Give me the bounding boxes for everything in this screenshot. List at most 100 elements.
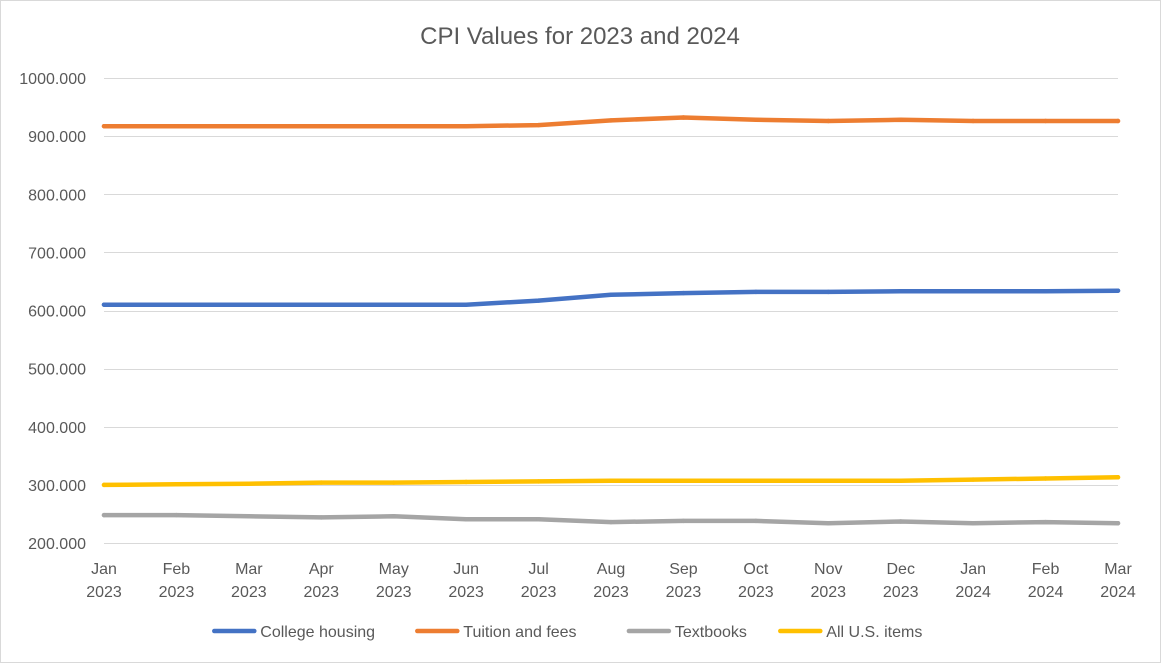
x-tick-label-year: 2023 bbox=[593, 584, 629, 601]
data-point bbox=[681, 478, 686, 483]
data-point bbox=[101, 302, 107, 307]
data-point bbox=[826, 478, 831, 483]
y-tick-label: 800.000 bbox=[28, 187, 86, 204]
x-tick-label-year: 2023 bbox=[738, 584, 774, 601]
data-point bbox=[174, 512, 179, 518]
y-tick-label: 900.000 bbox=[28, 129, 86, 146]
data-point bbox=[826, 289, 831, 295]
x-tick-label-year: 2023 bbox=[303, 584, 339, 601]
data-point bbox=[463, 517, 469, 522]
x-tick-label-year: 2023 bbox=[666, 584, 702, 601]
x-axis-tick-labels: Jan 2023 Feb 2023 Mar 2023 Apr 2023 May 2023 Jun 20… bbox=[86, 561, 1136, 601]
data-point bbox=[319, 302, 324, 307]
x-tick-label-month: Dec bbox=[886, 561, 914, 578]
x-tick-label-month: Nov bbox=[814, 561, 842, 578]
data-point bbox=[1043, 118, 1048, 124]
data-point bbox=[536, 479, 541, 484]
x-tick-label-year: 2024 bbox=[1100, 584, 1136, 601]
data-point bbox=[246, 481, 252, 486]
legend-label: All U.S. items bbox=[826, 624, 922, 641]
x-tick-label-year: 2023 bbox=[448, 584, 484, 601]
x-tick-label-year: 2023 bbox=[810, 584, 846, 601]
legend-item-textbooks: Textbooks bbox=[626, 624, 747, 641]
series-tuition-and-fees bbox=[101, 115, 1121, 129]
x-tick-label-month: Feb bbox=[163, 561, 191, 578]
x-tick-label-month: May bbox=[379, 561, 409, 578]
x-tick-label-year: 2023 bbox=[376, 584, 412, 601]
data-point bbox=[463, 124, 469, 129]
data-point bbox=[174, 482, 179, 487]
y-tick-label: 700.000 bbox=[28, 245, 86, 262]
y-tick-label: 400.000 bbox=[28, 420, 86, 437]
data-point bbox=[1115, 288, 1121, 293]
data-point bbox=[970, 521, 976, 526]
data-point bbox=[898, 519, 903, 524]
data-point bbox=[753, 518, 759, 524]
y-tick-label: 300.000 bbox=[28, 478, 86, 495]
y-tick-label: 1000.000 bbox=[19, 71, 86, 88]
x-tick-label-month: Oct bbox=[743, 561, 768, 578]
legend-label: Textbooks bbox=[675, 624, 747, 641]
series-lines bbox=[101, 115, 1121, 526]
data-point bbox=[391, 480, 396, 485]
data-point bbox=[1115, 521, 1121, 526]
x-tick-label-month: Aug bbox=[597, 561, 625, 578]
data-point bbox=[898, 289, 903, 294]
data-point bbox=[681, 115, 686, 120]
gridlines bbox=[104, 78, 1118, 544]
data-point bbox=[1043, 476, 1048, 481]
data-point bbox=[463, 302, 469, 307]
x-tick-label-month: Mar bbox=[1104, 561, 1132, 578]
data-point bbox=[246, 302, 252, 307]
legend-item-college-housing: College housing bbox=[212, 624, 375, 641]
data-point bbox=[753, 117, 759, 123]
data-point bbox=[826, 521, 831, 526]
data-point bbox=[1115, 118, 1121, 124]
data-point bbox=[970, 118, 976, 124]
x-tick-label-month: Jul bbox=[528, 561, 548, 578]
data-point bbox=[608, 292, 614, 297]
data-point bbox=[391, 302, 396, 307]
legend-item-all-u-s-items: All U.S. items bbox=[778, 624, 922, 641]
y-axis-tick-labels: 200.000 300.000 400.000 500.000 600.000 700.0… bbox=[19, 71, 86, 553]
x-tick-label-month: Jun bbox=[453, 561, 479, 578]
legend-item-tuition-and-fees: Tuition and fees bbox=[415, 624, 577, 641]
data-point bbox=[608, 519, 614, 525]
y-tick-label: 600.000 bbox=[28, 304, 86, 321]
data-point bbox=[898, 117, 903, 123]
data-point bbox=[608, 478, 614, 483]
x-tick-label-month: Mar bbox=[235, 561, 263, 578]
x-tick-label-month: Jan bbox=[91, 561, 117, 578]
data-point bbox=[1043, 289, 1048, 294]
x-tick-label-month: Jan bbox=[960, 561, 986, 578]
legend: College housing Tuition and fees Textbooks… bbox=[212, 624, 922, 641]
x-tick-label-year: 2023 bbox=[86, 584, 122, 601]
data-point bbox=[681, 290, 686, 296]
data-point bbox=[319, 515, 324, 520]
data-point bbox=[246, 124, 252, 129]
x-tick-label-year: 2024 bbox=[955, 584, 991, 601]
data-point bbox=[319, 124, 324, 129]
data-point bbox=[101, 482, 107, 488]
data-point bbox=[753, 478, 759, 483]
data-point bbox=[536, 122, 541, 128]
data-point bbox=[898, 478, 903, 483]
data-point bbox=[753, 289, 759, 295]
x-tick-label-month: Sep bbox=[669, 561, 698, 578]
series-college-housing bbox=[101, 288, 1121, 307]
data-point bbox=[174, 302, 179, 307]
data-point bbox=[681, 518, 686, 524]
x-tick-label-year: 2023 bbox=[883, 584, 919, 601]
series-textbooks bbox=[101, 512, 1121, 526]
data-point bbox=[101, 512, 107, 518]
x-tick-label-year: 2024 bbox=[1028, 584, 1064, 601]
data-point bbox=[174, 124, 179, 129]
y-tick-label: 200.000 bbox=[28, 536, 86, 553]
x-tick-label-month: Feb bbox=[1032, 561, 1060, 578]
data-point bbox=[826, 118, 831, 124]
legend-label: College housing bbox=[260, 624, 375, 641]
data-point bbox=[101, 124, 107, 129]
data-point bbox=[391, 124, 396, 129]
